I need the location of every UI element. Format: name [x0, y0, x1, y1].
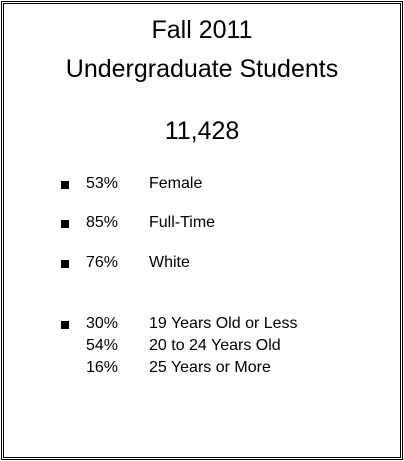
percent: 53%	[86, 175, 119, 192]
label: 20 to 24 Years Old	[149, 337, 281, 354]
label: 25 Years or More	[149, 359, 271, 376]
bullet	[61, 321, 69, 329]
percent: 76%	[86, 254, 119, 271]
title-line: Fall 2011	[151, 16, 253, 44]
bullet	[61, 260, 69, 268]
percent: 30%	[86, 315, 119, 332]
total: 11,428	[164, 117, 240, 145]
label: Full-Time	[149, 214, 216, 231]
label: 19 Years Old or Less	[149, 315, 298, 332]
label: Female	[149, 175, 203, 192]
title-line: Undergraduate Students	[65, 55, 339, 83]
percent: 16%	[86, 359, 119, 376]
percent: 85%	[86, 214, 119, 231]
percent: 54%	[86, 337, 119, 354]
bullet	[61, 181, 69, 189]
bullet	[61, 220, 69, 228]
label: White	[149, 254, 190, 271]
